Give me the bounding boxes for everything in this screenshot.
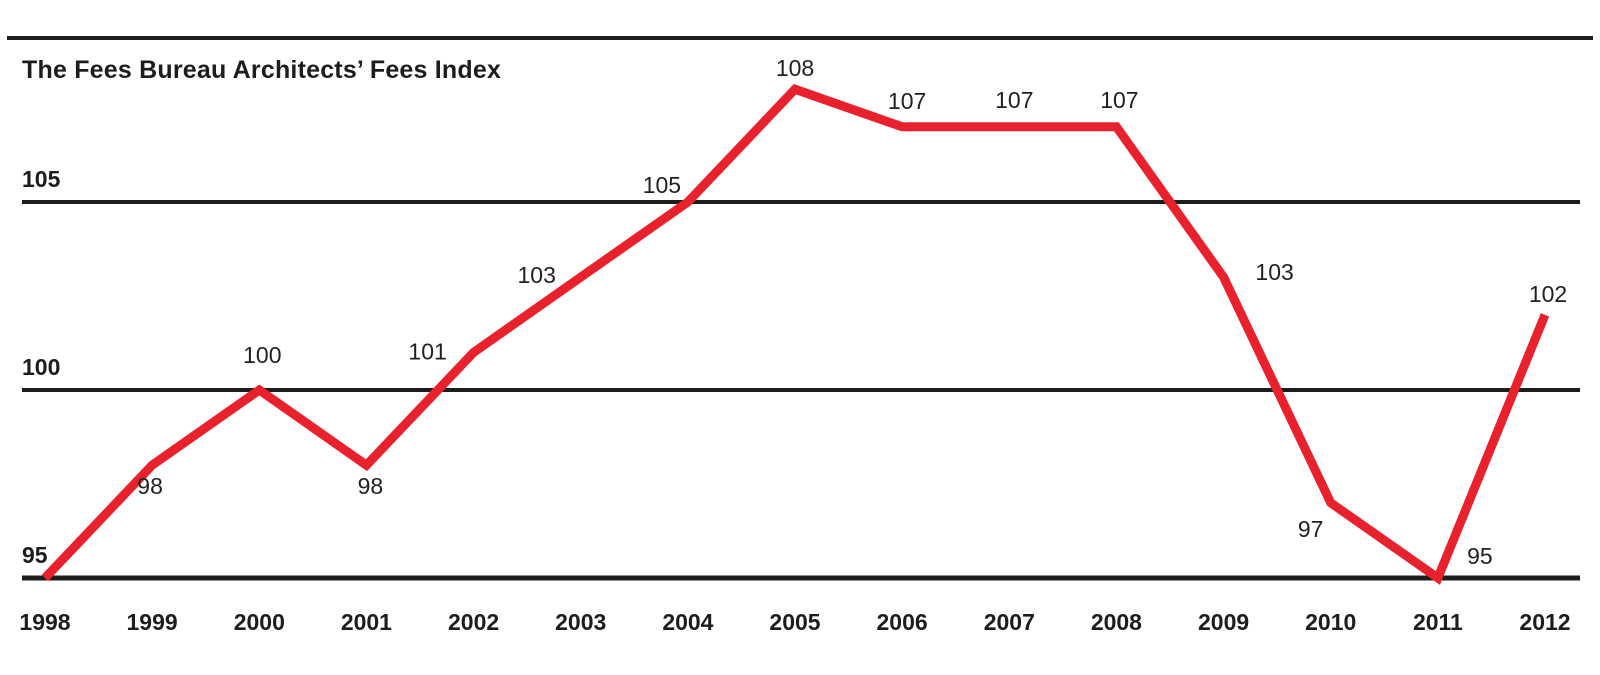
y-axis-label-95: 95 bbox=[22, 542, 48, 568]
y-axis-label-105: 105 bbox=[22, 166, 61, 192]
y-axis-label-100: 100 bbox=[22, 354, 60, 380]
data-label-2006: 107 bbox=[888, 88, 926, 114]
data-label-2001: 98 bbox=[358, 473, 384, 499]
x-axis-label-2012: 2012 bbox=[1519, 609, 1570, 635]
x-axis-label-2008: 2008 bbox=[1091, 609, 1142, 635]
plot-area: 95 100 105 98 100 98 101 103 105 108 107 107 107 103 9… bbox=[7, 36, 1593, 635]
x-axis-label-2004: 2004 bbox=[662, 609, 713, 635]
data-label-2007: 107 bbox=[995, 87, 1033, 113]
data-label-2008: 107 bbox=[1100, 87, 1138, 113]
x-axis-label-2010: 2010 bbox=[1305, 609, 1356, 635]
x-axis-label-2009: 2009 bbox=[1198, 609, 1249, 635]
data-label-2002: 101 bbox=[408, 338, 446, 364]
data-label-2010: 97 bbox=[1298, 516, 1324, 542]
data-label-2005: 108 bbox=[776, 55, 814, 81]
x-axis-label-2007: 2007 bbox=[984, 609, 1035, 635]
x-axis-label-2001: 2001 bbox=[341, 609, 392, 635]
x-axis-label-2011: 2011 bbox=[1413, 609, 1463, 635]
data-label-2004: 105 bbox=[643, 172, 681, 198]
data-label-2011: 95 bbox=[1467, 543, 1493, 569]
x-axis-label-2006: 2006 bbox=[877, 609, 928, 635]
x-axis-label-1998: 1998 bbox=[19, 609, 70, 635]
data-label-1999: 98 bbox=[137, 473, 163, 499]
x-axis-label-2002: 2002 bbox=[448, 609, 499, 635]
fees-index-line bbox=[41, 83, 1550, 585]
chart-title: The Fees Bureau Architects’ Fees Index bbox=[22, 56, 501, 84]
data-label-2003: 103 bbox=[518, 262, 556, 288]
x-axis-label-2003: 2003 bbox=[555, 609, 606, 635]
data-label-2000: 100 bbox=[243, 342, 281, 368]
data-label-2012: 102 bbox=[1529, 281, 1567, 307]
x-axis-label-2000: 2000 bbox=[234, 609, 285, 635]
data-label-2009: 103 bbox=[1255, 259, 1293, 285]
x-axis-label-2005: 2005 bbox=[769, 609, 820, 635]
x-axis-label-1999: 1999 bbox=[127, 609, 178, 635]
